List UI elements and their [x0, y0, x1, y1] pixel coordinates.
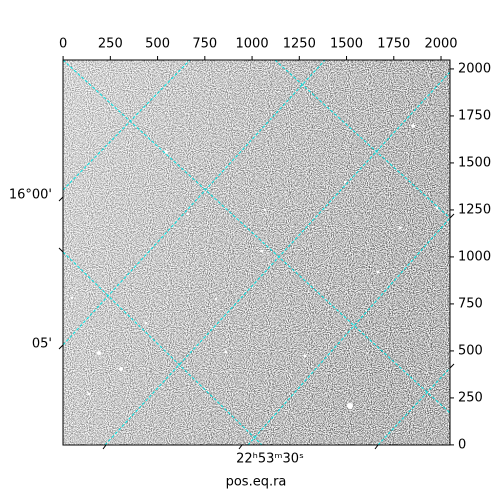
stars	[70, 124, 439, 409]
y-tick-label: 1250	[458, 202, 491, 217]
y-tick-label: 1750	[458, 108, 491, 123]
world-ticks	[58, 196, 455, 450]
x-axis-label: pos.eq.ra	[226, 475, 287, 490]
world-x-tick-label: 22ʰ53ᵐ30ˢ	[236, 452, 304, 467]
x-tick-label: 1250	[283, 37, 316, 52]
world-y-tick-label: 16°00'	[9, 188, 52, 203]
world-grid	[63, 60, 450, 445]
y-tick-label: 1000	[458, 249, 491, 264]
y-tick-label: 1500	[458, 155, 491, 170]
x-tick-label: 750	[192, 37, 217, 52]
x-tick-label: 1500	[330, 37, 363, 52]
x-tick-label: 0	[59, 37, 67, 52]
x-tick-label: 500	[145, 37, 170, 52]
x-tick-label: 1750	[377, 37, 410, 52]
x-tick-label: 250	[98, 37, 123, 52]
y-tick-label: 0	[458, 437, 466, 452]
y-tick-label: 250	[458, 390, 483, 405]
y-tick-label: 500	[458, 343, 483, 358]
y-tick-label: 750	[458, 296, 483, 311]
x-tick-label: 2000	[424, 37, 457, 52]
world-y-tick-label: 05'	[32, 337, 52, 352]
image	[62, 59, 451, 446]
y-tick-label: 2000	[458, 61, 491, 76]
x-tick-label: 1000	[236, 37, 269, 52]
